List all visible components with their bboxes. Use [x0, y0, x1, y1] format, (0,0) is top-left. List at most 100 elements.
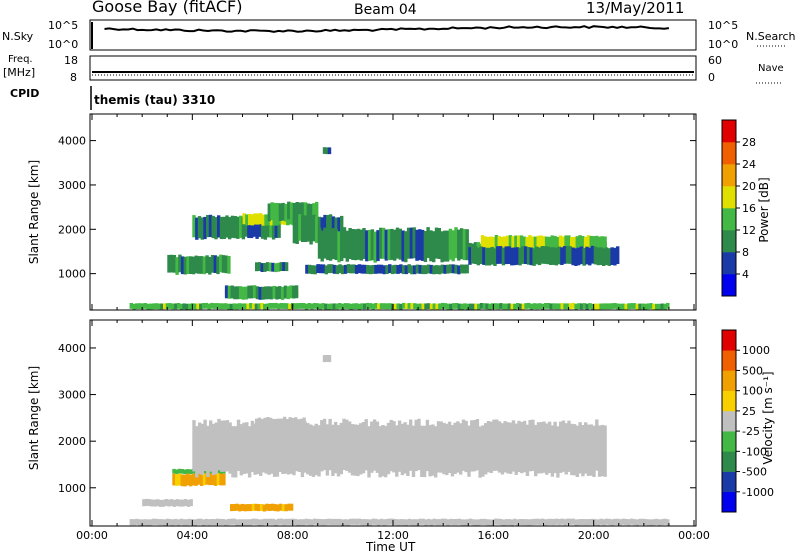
- power-cell: [340, 230, 344, 261]
- power-cell: [374, 264, 378, 274]
- power-cell: [377, 264, 381, 274]
- velocity-cell: [496, 518, 500, 525]
- xtick-label: 00:00: [678, 529, 710, 542]
- power-cell: [526, 247, 531, 265]
- velocity-colorbar-swatch: [722, 390, 736, 412]
- velocity-colorbar: 1000 500 100 25 -25 -100 -500 -1000: [721, 329, 774, 513]
- power-cell: [396, 265, 400, 274]
- velocity-colorbar-swatch: [722, 410, 736, 432]
- velocity-cell: [457, 518, 461, 525]
- velocity-cell: [538, 518, 542, 525]
- velocity-cell: [466, 519, 470, 526]
- power-cell: [412, 227, 416, 259]
- velocity-cell: [218, 519, 222, 526]
- velocity-cell: [492, 419, 496, 471]
- velocity-cell: [592, 425, 596, 477]
- power-cell: [504, 246, 508, 265]
- power-cell: [349, 264, 353, 274]
- power-cell: [306, 203, 310, 222]
- power-cell: [581, 236, 585, 250]
- power-cell: [202, 256, 207, 275]
- power-cell: [540, 246, 545, 264]
- power-cell: [305, 264, 309, 274]
- velocity-cell: [581, 425, 585, 477]
- power-cell: [313, 265, 317, 275]
- velocity-cell: [213, 519, 217, 526]
- power-cell: [465, 264, 469, 274]
- velocity-cell: [557, 519, 562, 526]
- power-cell: [533, 236, 538, 250]
- velocity-cell: [385, 518, 389, 525]
- power-cell: [546, 246, 550, 265]
- velocity-cell: [593, 519, 598, 526]
- power-cell: [385, 265, 389, 274]
- velocity-cell: [518, 519, 523, 526]
- power-cell: [418, 264, 422, 274]
- velocity-cell: [209, 420, 213, 472]
- power-cell: [298, 214, 302, 241]
- velocity-cell: [175, 474, 179, 486]
- power-cell: [521, 303, 525, 310]
- power-cell: [512, 247, 517, 266]
- power-cell: [310, 303, 314, 310]
- velocity-cell: [197, 473, 201, 485]
- nsky-panel-frame: [89, 19, 697, 51]
- power-cell: [288, 303, 292, 310]
- power-cell: [186, 256, 190, 274]
- power-cell: [379, 303, 384, 309]
- power-cell: [563, 246, 567, 264]
- power-cell: [335, 303, 339, 310]
- power-cell: [230, 285, 234, 299]
- power-colorbar: 28 24 20 16 12 8 4: [721, 119, 756, 297]
- velocity-cell: [287, 503, 291, 511]
- velocity-cell: [486, 421, 491, 473]
- power-cell: [172, 255, 177, 273]
- velocity-cell: [425, 419, 430, 472]
- velocity-cell: [172, 468, 176, 474]
- power-cell: [342, 227, 347, 259]
- power-cell: [352, 303, 356, 310]
- velocity-cell: [249, 504, 253, 512]
- power-cell: [493, 248, 497, 266]
- velocity-cell: [389, 419, 393, 472]
- power-cell: [360, 303, 364, 310]
- power-cell: [496, 246, 500, 264]
- power-cell: [317, 227, 322, 259]
- power-cell: [468, 303, 473, 310]
- power-cell: [483, 236, 487, 250]
- velocity-cell: [485, 519, 489, 526]
- power-cell: [368, 265, 373, 275]
- power-cell: [600, 236, 604, 250]
- power-cell: [457, 265, 461, 275]
- power-cell: [266, 286, 271, 300]
- power-cell: [327, 303, 331, 310]
- power-cell: [301, 202, 305, 220]
- power-cell: [429, 230, 433, 262]
- power-colorbar-tick-label: 4: [742, 268, 749, 281]
- power-cell: [264, 286, 268, 300]
- power-cell: [292, 216, 297, 244]
- power-cell: [547, 236, 552, 251]
- velocity-cell: [359, 423, 363, 475]
- velocity-cell: [582, 519, 587, 526]
- power-cell: [335, 265, 339, 275]
- velocity-cell: [479, 518, 484, 525]
- power-cell: [557, 246, 561, 265]
- power-cell: [276, 262, 281, 272]
- power-panel-frame: [89, 113, 697, 311]
- power-cell: [418, 303, 423, 310]
- power-cell: [232, 303, 236, 310]
- velocity-cell: [132, 519, 136, 526]
- power-cell: [343, 303, 348, 309]
- power-cell: [328, 229, 333, 261]
- velocity-cell: [174, 518, 178, 525]
- power-cell: [551, 247, 556, 265]
- velocity-cell: [493, 518, 498, 525]
- velocity-cell: [313, 518, 317, 525]
- power-cell: [282, 262, 286, 271]
- power-cell: [451, 230, 455, 262]
- power-cell: [170, 254, 174, 273]
- velocity-cell: [597, 425, 602, 477]
- power-cell: [303, 215, 308, 242]
- power-cell: [284, 262, 289, 272]
